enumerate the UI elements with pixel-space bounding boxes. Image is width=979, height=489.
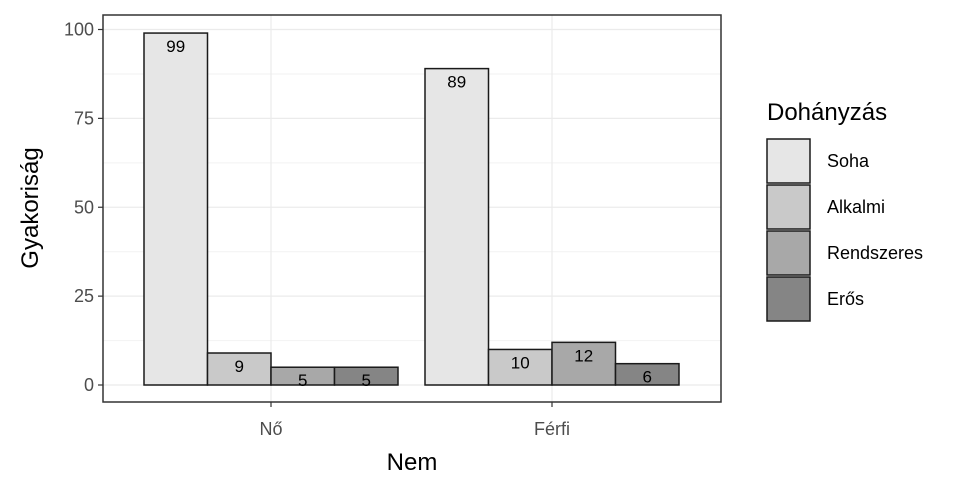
y-tick-label: 0 xyxy=(84,375,94,395)
legend-key xyxy=(766,184,811,230)
bar xyxy=(614,362,680,386)
y-tick-label: 100 xyxy=(64,20,94,40)
data-label: 6 xyxy=(643,368,652,387)
bar xyxy=(333,366,399,386)
data-label: 12 xyxy=(574,346,593,365)
data-label: 89 xyxy=(447,73,466,92)
data-label: 10 xyxy=(511,353,530,372)
plot-panel-border xyxy=(102,14,722,403)
legend-label: Rendszeres xyxy=(827,243,923,263)
x-axis-title: Nem xyxy=(387,449,438,476)
legend-key xyxy=(766,138,811,184)
y-tick-label: 25 xyxy=(74,286,94,306)
bar xyxy=(551,341,617,386)
y-axis-title: Gyakoriság xyxy=(17,147,44,268)
bar xyxy=(206,352,272,386)
legend-key xyxy=(766,276,811,322)
data-label: 9 xyxy=(235,357,244,376)
y-tick-label: 50 xyxy=(74,197,94,217)
x-tick-label: Férfi xyxy=(534,419,570,439)
legend-label: Alkalmi xyxy=(827,197,885,217)
legend: Dohányzás Soha Alkalmi Rendszeres Erős xyxy=(766,99,923,322)
legend-title: Dohányzás xyxy=(767,99,887,126)
bar xyxy=(424,67,490,386)
legend-key xyxy=(766,230,811,276)
data-label: 5 xyxy=(362,371,371,390)
bar xyxy=(143,32,209,386)
y-tick-label: 75 xyxy=(74,108,94,128)
x-axis-ticks: Nő Férfi xyxy=(259,402,570,439)
data-label: 5 xyxy=(298,371,307,390)
y-axis-ticks: 0 25 50 75 100 xyxy=(64,20,103,395)
legend-label: Erős xyxy=(827,289,864,309)
legend-label: Soha xyxy=(827,151,870,171)
data-label: 99 xyxy=(166,37,185,56)
x-tick-label: Nő xyxy=(259,419,282,439)
